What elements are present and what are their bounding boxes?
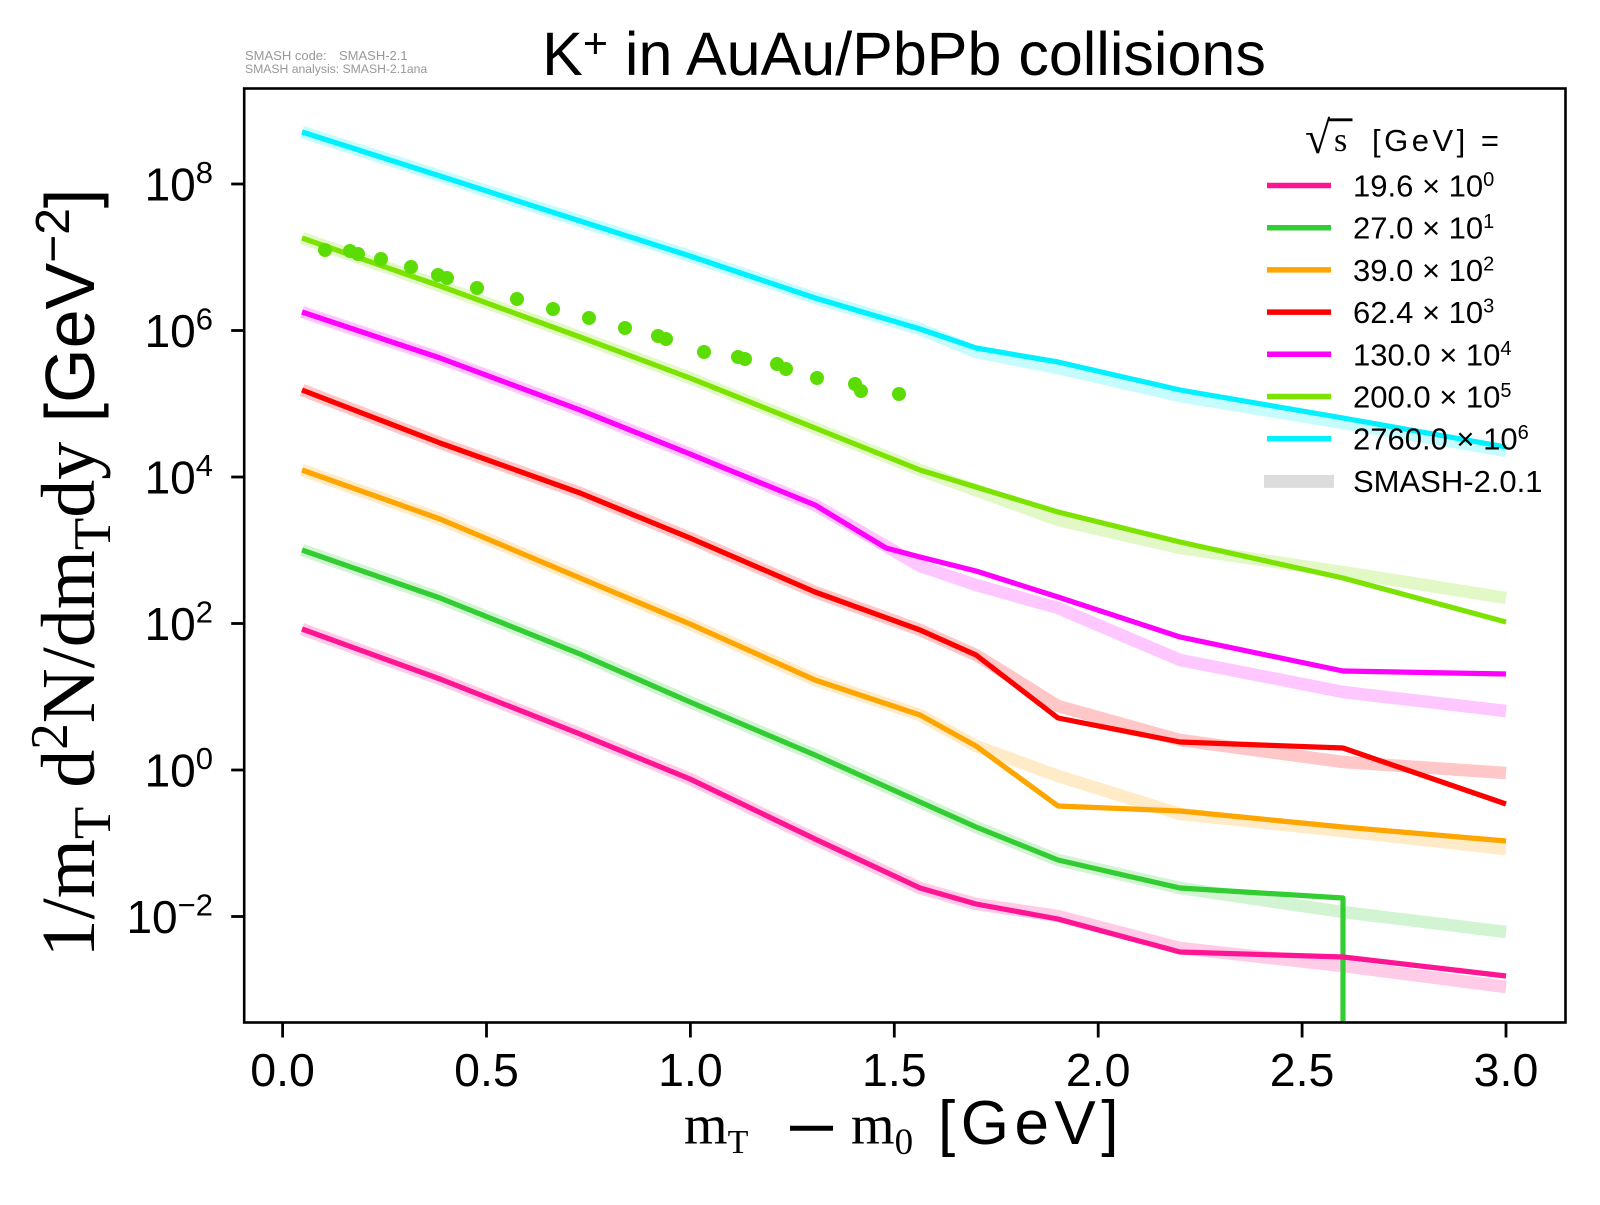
svg-text:m0: m0 <box>851 1095 913 1163</box>
svg-text:[GeV] =: [GeV] = <box>1372 123 1502 158</box>
svg-text:102: 102 <box>145 594 213 650</box>
svg-text:√: √ <box>1305 112 1331 163</box>
svg-text:1.0: 1.0 <box>658 1044 723 1096</box>
svg-text:62.4 × 103: 62.4 × 103 <box>1353 295 1494 330</box>
svg-text:1/mT d2N/dmTdy [GeV−2]: 1/mT d2N/dmTdy [GeV−2] <box>21 189 122 958</box>
svg-text:19.6 × 100: 19.6 × 100 <box>1353 169 1494 204</box>
svg-text:[GeV]: [GeV] <box>938 1089 1124 1158</box>
svg-text:SMASH-2.0.1: SMASH-2.0.1 <box>1353 464 1543 499</box>
svg-text:200.0 × 105: 200.0 × 105 <box>1353 380 1512 415</box>
svg-text:SMASH code:: SMASH code: <box>245 48 327 63</box>
svg-text:SMASH analysis: SMASH-2.1ana: SMASH analysis: SMASH-2.1ana <box>245 62 427 76</box>
svg-text:27.0 × 101: 27.0 × 101 <box>1353 211 1494 246</box>
svg-text:2.5: 2.5 <box>1270 1044 1335 1096</box>
svg-text:3.0: 3.0 <box>1474 1044 1539 1096</box>
svg-text:s: s <box>1334 122 1347 159</box>
svg-text:1.5: 1.5 <box>862 1044 927 1096</box>
svg-text:SMASH-2.1: SMASH-2.1 <box>339 48 408 63</box>
svg-text:0.5: 0.5 <box>454 1044 519 1096</box>
svg-text:K+ in AuAu/PbPb collisions: K+ in AuAu/PbPb collisions <box>542 20 1266 88</box>
svg-text:130.0 × 104: 130.0 × 104 <box>1353 337 1512 372</box>
svg-text:2760.0 × 106: 2760.0 × 106 <box>1353 422 1529 457</box>
svg-text:104: 104 <box>145 448 213 504</box>
svg-text:0.0: 0.0 <box>250 1044 315 1096</box>
svg-text:39.0 × 102: 39.0 × 102 <box>1353 253 1494 288</box>
svg-text:2.0: 2.0 <box>1066 1044 1131 1096</box>
